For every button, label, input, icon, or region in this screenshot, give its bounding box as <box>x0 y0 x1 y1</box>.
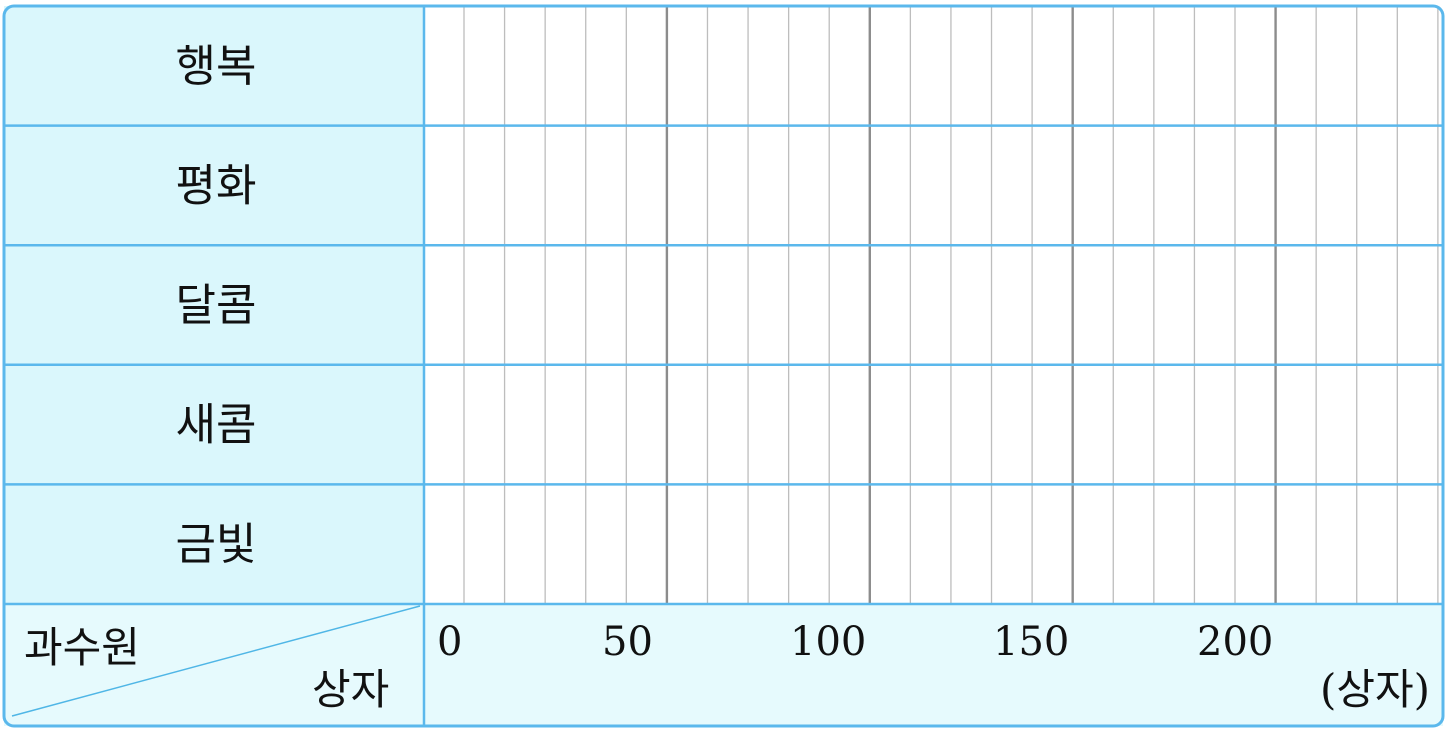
category-label: 행복 <box>176 41 257 92</box>
x-tick-label: 200 <box>1197 619 1273 665</box>
category-column-fill <box>4 6 424 604</box>
category-label: 금빛 <box>176 519 257 570</box>
x-tick-label: 100 <box>790 619 866 665</box>
axis-row-fill <box>4 604 1443 726</box>
corner-diagonal <box>11 605 421 717</box>
x-tick-label: 0 <box>437 619 462 665</box>
category-label: 새콤 <box>176 400 257 451</box>
category-label: 평화 <box>176 160 257 211</box>
outer-border <box>2 4 1445 728</box>
category-label: 달콤 <box>176 280 257 331</box>
plot-area-fill <box>424 6 1443 604</box>
x-tick-label: 50 <box>602 619 653 665</box>
chart-gridlines <box>463 6 1439 604</box>
x-axis-unit: (상자) <box>1320 665 1430 714</box>
chart-frame <box>2 4 1445 728</box>
chart-fills <box>4 6 1443 726</box>
corner-row-header: 과수원 <box>24 623 140 672</box>
x-tick-label: 150 <box>993 619 1069 665</box>
corner-col-header: 상자 <box>312 665 389 714</box>
